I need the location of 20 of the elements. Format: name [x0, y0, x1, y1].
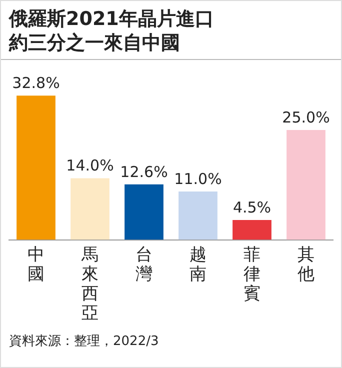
data-label: 32.8% — [12, 74, 60, 92]
bar — [178, 191, 218, 240]
bar — [124, 184, 164, 240]
bar — [16, 96, 56, 240]
source-note: 資料來源：整理，2022/3 — [8, 333, 160, 351]
x-tick-label: 菲律賓 — [244, 244, 260, 304]
x-tick-label: 中國 — [28, 244, 44, 285]
x-tick-label: 越南 — [190, 244, 206, 285]
x-tick-label: 台灣 — [136, 244, 152, 285]
x-tick-label: 其他 — [298, 244, 314, 285]
bar — [70, 178, 110, 240]
data-label: 11.0% — [174, 170, 222, 188]
data-label: 4.5% — [232, 198, 272, 216]
data-label: 12.6% — [120, 162, 168, 181]
data-label: 14.0% — [66, 156, 114, 175]
chart-title: 俄羅斯2021年晶片進口約三分之一來自中國 — [9, 7, 215, 55]
x-tick-label: 馬來西亞 — [80, 244, 98, 324]
bar — [286, 130, 326, 240]
bar — [232, 220, 272, 240]
data-label: 25.0% — [282, 108, 330, 126]
